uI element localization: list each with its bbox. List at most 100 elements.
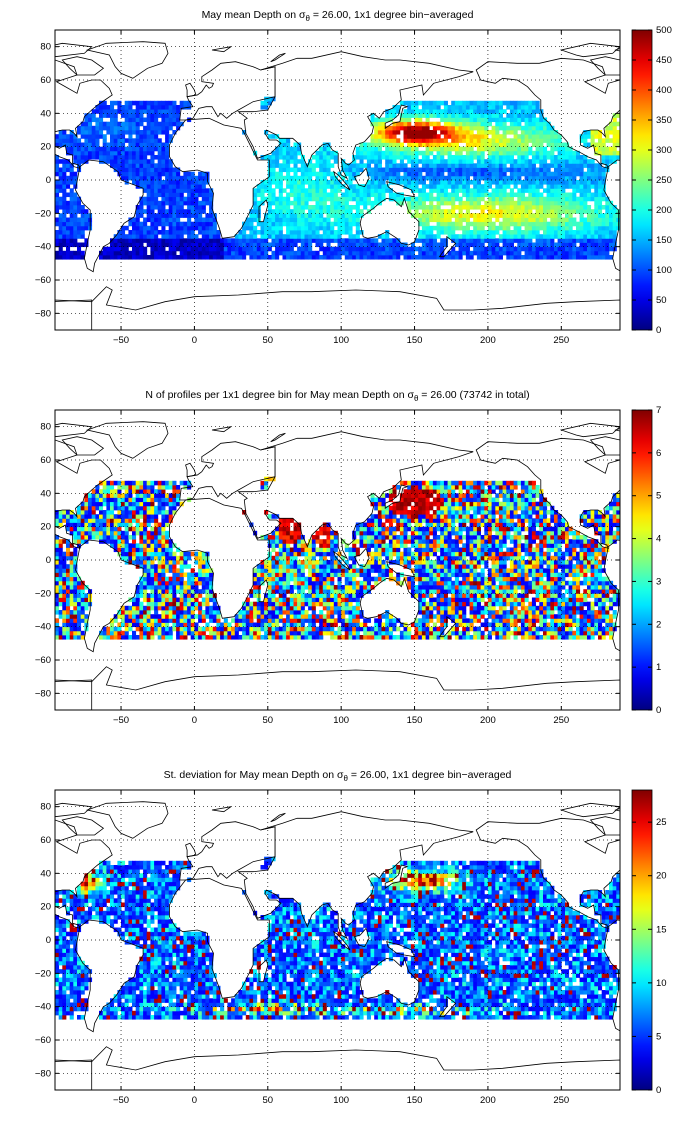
heatmap-cell	[176, 192, 181, 198]
heatmap-cell	[330, 171, 335, 177]
heatmap-cell	[286, 167, 291, 173]
y-tick-label: 40	[40, 108, 51, 119]
heatmap-cell	[176, 485, 181, 490]
heatmap-cell	[535, 255, 540, 260]
heatmap-cell	[374, 117, 379, 123]
heatmap-cell	[212, 246, 217, 252]
heatmap-cell	[480, 184, 485, 189]
heatmap-cell	[183, 589, 188, 594]
heatmap-cell	[58, 514, 63, 519]
heatmap-cell	[487, 163, 492, 168]
heatmap-cell	[432, 113, 437, 118]
heatmap-cell	[414, 134, 419, 139]
heatmap-cell	[381, 142, 386, 148]
heatmap-cell	[154, 217, 159, 223]
heatmap-cell	[117, 543, 122, 548]
heatmap-cell	[209, 213, 214, 218]
heatmap-cell	[543, 246, 548, 252]
heatmap-cell	[73, 142, 78, 148]
heatmap-cell	[465, 238, 470, 243]
heatmap-cell	[117, 105, 122, 110]
heatmap-cell	[436, 113, 441, 118]
heatmap-cell	[436, 163, 441, 168]
heatmap-cell	[121, 543, 126, 548]
heatmap-cell	[194, 589, 199, 594]
heatmap-cell	[366, 192, 371, 198]
heatmap-cell	[498, 138, 503, 143]
heatmap-cell	[132, 597, 137, 603]
heatmap-cell	[260, 234, 265, 239]
heatmap-cell	[161, 221, 166, 227]
heatmap-cell	[66, 175, 71, 181]
heatmap-cell	[561, 180, 566, 185]
heatmap-cell	[267, 155, 272, 160]
heatmap-cell	[234, 238, 239, 243]
heatmap-cell	[531, 117, 536, 123]
heatmap-cell	[546, 221, 551, 227]
heatmap-cell	[110, 543, 115, 548]
heatmap-cell	[326, 255, 331, 260]
heatmap-cell	[374, 163, 379, 168]
heatmap-cell	[429, 171, 434, 177]
heatmap-cell	[410, 180, 415, 185]
heatmap-cell	[487, 150, 492, 156]
heatmap-cell	[73, 555, 78, 561]
heatmap-cell	[201, 576, 206, 582]
heatmap-cell	[517, 138, 522, 143]
heatmap-cell	[300, 246, 305, 252]
heatmap-cell	[55, 510, 60, 515]
heatmap-cell	[66, 514, 71, 519]
heatmap-cell	[498, 250, 503, 256]
heatmap-cell	[572, 184, 577, 189]
heatmap-cell	[198, 614, 203, 619]
heatmap-cell	[201, 234, 206, 239]
heatmap-cell	[132, 635, 137, 640]
heatmap-cell	[176, 601, 181, 607]
heatmap-cell	[377, 117, 382, 123]
heatmap-cell	[447, 250, 452, 256]
heatmap-cell	[502, 180, 507, 185]
heatmap-cell	[69, 555, 74, 561]
heatmap-cell	[583, 171, 588, 177]
heatmap-cell	[451, 234, 456, 239]
heatmap-cell	[462, 217, 467, 223]
heatmap-cell	[432, 196, 437, 202]
heatmap-cell	[509, 171, 514, 177]
heatmap-cell	[124, 497, 129, 503]
heatmap-cell	[436, 134, 441, 139]
heatmap-cell	[289, 159, 294, 164]
heatmap-cell	[278, 155, 283, 160]
heatmap-cell	[249, 230, 254, 235]
heatmap-cell	[410, 150, 415, 156]
heatmap-cell	[73, 614, 78, 619]
heatmap-cell	[330, 192, 335, 198]
heatmap-cell	[502, 242, 507, 248]
heatmap-cell	[513, 255, 518, 260]
heatmap-cell	[565, 171, 570, 177]
heatmap-cell	[326, 155, 331, 160]
heatmap-cell	[282, 159, 287, 164]
heatmap-cell	[154, 230, 159, 235]
heatmap-cell	[267, 246, 272, 252]
heatmap-cell	[132, 605, 137, 611]
heatmap-cell	[458, 125, 463, 131]
heatmap-cell	[143, 530, 148, 536]
heatmap-cell	[491, 221, 496, 227]
heatmap-cell	[476, 171, 481, 177]
heatmap-cell	[282, 155, 287, 160]
heatmap-cell	[454, 146, 459, 152]
heatmap-cell	[95, 530, 100, 536]
heatmap-cell	[150, 250, 155, 256]
heatmap-cell	[509, 234, 514, 239]
heatmap-cell	[399, 159, 404, 164]
heatmap-cell	[396, 255, 401, 260]
heatmap-cell	[458, 209, 463, 214]
heatmap-cell	[520, 184, 525, 189]
heatmap-cell	[528, 188, 533, 193]
heatmap-cell	[458, 155, 463, 160]
heatmap-cell	[179, 200, 184, 206]
heatmap-cell	[333, 217, 338, 223]
heatmap-cell	[432, 225, 437, 231]
heatmap-cell	[300, 171, 305, 177]
heatmap-cell	[465, 105, 470, 110]
